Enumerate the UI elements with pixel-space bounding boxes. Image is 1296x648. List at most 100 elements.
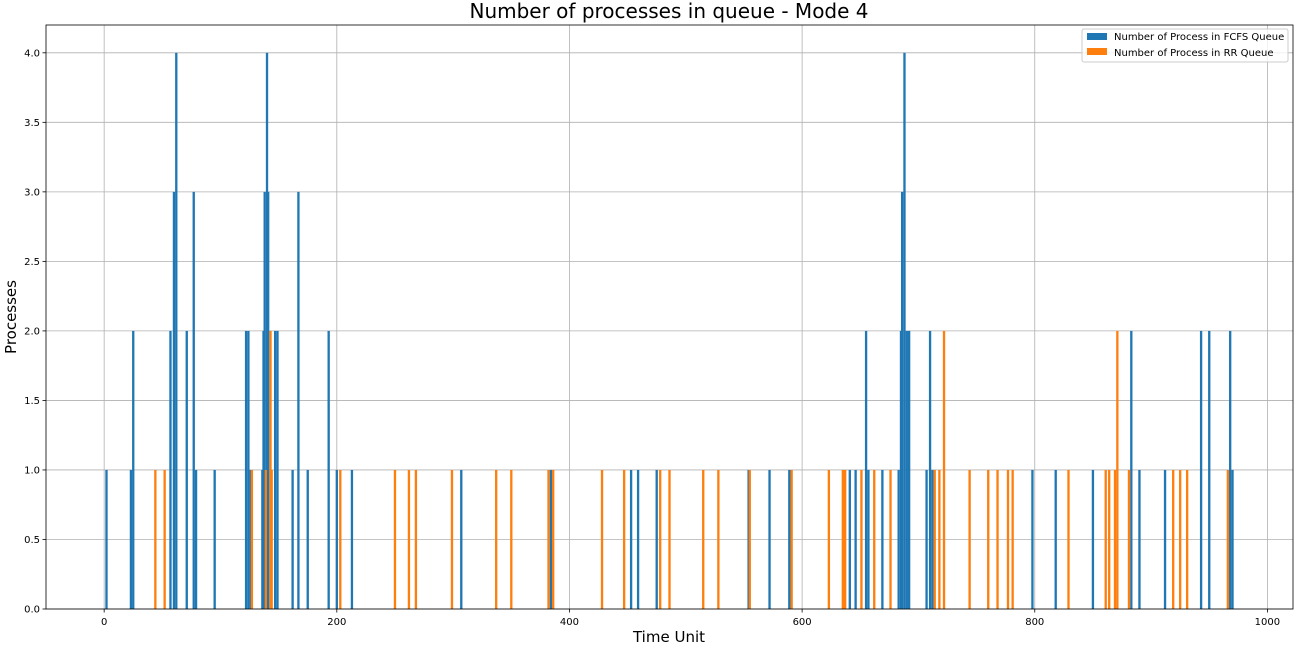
bar-rr — [547, 469, 550, 609]
bar-fcfs — [291, 469, 294, 609]
bar-fcfs — [864, 330, 868, 609]
bar-rr — [873, 469, 876, 609]
bar-fcfs — [1054, 469, 1057, 609]
bar-fcfs — [907, 330, 911, 609]
bar-fcfs — [297, 191, 300, 609]
bar-fcfs — [629, 469, 633, 609]
bar-rr — [827, 469, 831, 609]
bar-fcfs — [549, 469, 553, 609]
bar-fcfs — [1199, 330, 1203, 609]
legend-swatch-rr — [1087, 48, 1107, 55]
bar-fcfs — [1031, 469, 1034, 609]
x-tick-label: 1000 — [1255, 617, 1280, 628]
bar-fcfs — [213, 469, 216, 609]
bar-rr — [1011, 469, 1014, 609]
bar-rr — [163, 469, 166, 609]
bar-rr — [510, 469, 513, 609]
bar-fcfs — [905, 330, 908, 609]
bar-rr — [450, 469, 454, 609]
bar-rr — [1226, 469, 1230, 609]
bar-fcfs — [881, 469, 884, 609]
bar-rr — [659, 469, 662, 609]
bar-fcfs — [1208, 330, 1211, 609]
bar-fcfs — [172, 191, 176, 609]
bar-fcfs — [854, 469, 857, 609]
bar-rr — [1185, 469, 1189, 609]
y-tick-label: 0.0 — [24, 605, 40, 616]
x-tick-label: 600 — [793, 617, 812, 628]
bar-rr — [1179, 469, 1182, 609]
x-axis-ticks: 0 200 400 600 800 1000 — [101, 609, 1280, 628]
y-tick-label: 3.5 — [24, 118, 40, 129]
bar-rr — [622, 469, 626, 609]
bar-fcfs — [350, 469, 354, 609]
bar-rr — [1116, 330, 1119, 609]
bar-rr — [933, 469, 936, 609]
bar-fcfs — [928, 330, 932, 609]
legend-swatch-fcfs — [1087, 33, 1107, 40]
bar-rr — [938, 469, 941, 609]
bar-fcfs — [327, 330, 330, 609]
bar-rr — [600, 469, 604, 609]
bar-fcfs — [267, 191, 270, 609]
bar-rr — [339, 469, 342, 609]
bar-rr — [717, 469, 720, 609]
bar-fcfs — [273, 330, 277, 609]
bar-fcfs — [1138, 469, 1141, 609]
y-tick-label: 2.5 — [24, 257, 40, 268]
y-axis-ticks: 0.0 0.5 1.0 1.5 2.0 2.5 3.0 3.5 4.0 — [24, 48, 46, 616]
x-tick-label: 0 — [101, 617, 107, 628]
bar-rr — [748, 469, 751, 609]
legend-frame — [1081, 28, 1289, 63]
chart-title: Number of processes in queue - Mode 4 — [469, 0, 868, 23]
bar-fcfs — [194, 469, 198, 609]
legend-label-fcfs: Number of Process in FCFS Queue — [1114, 32, 1284, 43]
bar-fcfs — [925, 469, 928, 609]
bar-fcfs — [899, 330, 903, 609]
bar-fcfs — [897, 469, 900, 609]
bar-fcfs — [768, 469, 771, 609]
bar-fcfs — [747, 469, 750, 609]
bar-rr — [843, 469, 847, 609]
bar-fcfs — [1163, 469, 1167, 609]
bar-rr — [1108, 469, 1111, 609]
y-tick-label: 0.5 — [24, 535, 40, 546]
bar-rr — [987, 469, 990, 609]
bar-rr — [860, 469, 863, 609]
plot-frame — [45, 24, 1294, 610]
bar-rr — [968, 469, 971, 609]
bar-fcfs — [192, 191, 195, 609]
bar-rr — [414, 469, 418, 609]
x-tick-label: 400 — [560, 617, 579, 628]
x-tick-label: 200 — [327, 617, 346, 628]
bar-fcfs — [276, 330, 279, 609]
x-axis-label: Time Unit — [632, 628, 705, 646]
bar-fcfs — [655, 469, 658, 609]
bar-fcfs — [788, 469, 791, 609]
bar-rr — [393, 469, 397, 609]
bar-fcfs — [306, 469, 309, 609]
y-axis-label: Processes — [2, 280, 20, 354]
bar-fcfs — [132, 330, 135, 609]
bar-fcfs — [867, 469, 870, 609]
bar-rr — [1104, 469, 1107, 609]
bar-fcfs — [848, 469, 851, 609]
bar-fcfs — [903, 52, 906, 610]
bar-fcfs — [129, 469, 133, 609]
bar-rr — [889, 469, 892, 609]
legend: Number of Process in FCFS Queue Number o… — [1081, 28, 1289, 63]
bar-rr — [270, 469, 273, 609]
bar-fcfs — [244, 330, 248, 609]
y-tick-label: 4.0 — [24, 48, 40, 59]
bar-fcfs — [636, 469, 640, 609]
bars-group — [105, 52, 1234, 610]
bar-fcfs — [175, 52, 178, 610]
bar-rr — [790, 469, 793, 609]
y-tick-label: 1.5 — [24, 396, 40, 407]
bar-fcfs — [1231, 469, 1234, 609]
bar-fcfs — [169, 330, 172, 609]
bar-rr — [1067, 469, 1070, 609]
bar-rr — [1172, 469, 1175, 609]
bar-rr — [1113, 469, 1117, 609]
